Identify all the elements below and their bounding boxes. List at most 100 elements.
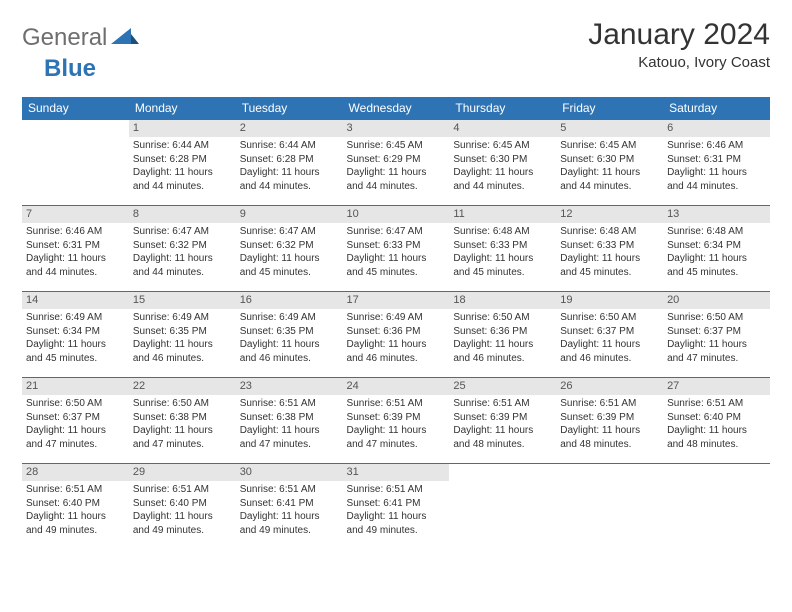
day-details: Sunrise: 6:48 AMSunset: 6:33 PMDaylight:… bbox=[556, 223, 663, 285]
calendar-cell: 20Sunrise: 6:50 AMSunset: 6:37 PMDayligh… bbox=[663, 292, 770, 378]
day-number: 22 bbox=[129, 378, 236, 395]
calendar-cell: 18Sunrise: 6:50 AMSunset: 6:36 PMDayligh… bbox=[449, 292, 556, 378]
calendar-week-row: 14Sunrise: 6:49 AMSunset: 6:34 PMDayligh… bbox=[22, 292, 770, 378]
logo: General bbox=[22, 18, 141, 52]
day-details: Sunrise: 6:51 AMSunset: 6:40 PMDaylight:… bbox=[129, 481, 236, 543]
day-details: Sunrise: 6:46 AMSunset: 6:31 PMDaylight:… bbox=[663, 137, 770, 199]
day-number: 10 bbox=[343, 206, 450, 223]
calendar-cell: 31Sunrise: 6:51 AMSunset: 6:41 PMDayligh… bbox=[343, 464, 450, 550]
calendar-cell: 8Sunrise: 6:47 AMSunset: 6:32 PMDaylight… bbox=[129, 206, 236, 292]
calendar-cell bbox=[663, 464, 770, 550]
day-number: 19 bbox=[556, 292, 663, 309]
day-details: Sunrise: 6:49 AMSunset: 6:35 PMDaylight:… bbox=[129, 309, 236, 371]
day-number: 31 bbox=[343, 464, 450, 481]
day-details: Sunrise: 6:48 AMSunset: 6:34 PMDaylight:… bbox=[663, 223, 770, 285]
calendar-table: Sunday Monday Tuesday Wednesday Thursday… bbox=[22, 97, 770, 550]
calendar-cell: 19Sunrise: 6:50 AMSunset: 6:37 PMDayligh… bbox=[556, 292, 663, 378]
day-details: Sunrise: 6:49 AMSunset: 6:34 PMDaylight:… bbox=[22, 309, 129, 371]
day-details: Sunrise: 6:51 AMSunset: 6:41 PMDaylight:… bbox=[236, 481, 343, 543]
day-details: Sunrise: 6:50 AMSunset: 6:36 PMDaylight:… bbox=[449, 309, 556, 371]
location: Katouo, Ivory Coast bbox=[588, 54, 770, 71]
calendar-cell: 12Sunrise: 6:48 AMSunset: 6:33 PMDayligh… bbox=[556, 206, 663, 292]
calendar-cell: 7Sunrise: 6:46 AMSunset: 6:31 PMDaylight… bbox=[22, 206, 129, 292]
weekday-header: Tuesday bbox=[236, 97, 343, 120]
day-number: 5 bbox=[556, 120, 663, 137]
calendar-cell: 24Sunrise: 6:51 AMSunset: 6:39 PMDayligh… bbox=[343, 378, 450, 464]
logo-icon bbox=[111, 26, 139, 51]
day-number: 20 bbox=[663, 292, 770, 309]
title-block: January 2024 Katouo, Ivory Coast bbox=[588, 18, 770, 71]
calendar-cell: 14Sunrise: 6:49 AMSunset: 6:34 PMDayligh… bbox=[22, 292, 129, 378]
calendar-cell: 3Sunrise: 6:45 AMSunset: 6:29 PMDaylight… bbox=[343, 120, 450, 206]
weekday-header: Thursday bbox=[449, 97, 556, 120]
day-number: 12 bbox=[556, 206, 663, 223]
day-number: 21 bbox=[22, 378, 129, 395]
calendar-cell: 23Sunrise: 6:51 AMSunset: 6:38 PMDayligh… bbox=[236, 378, 343, 464]
day-details: Sunrise: 6:51 AMSunset: 6:38 PMDaylight:… bbox=[236, 395, 343, 457]
calendar-cell: 2Sunrise: 6:44 AMSunset: 6:28 PMDaylight… bbox=[236, 120, 343, 206]
day-details: Sunrise: 6:51 AMSunset: 6:39 PMDaylight:… bbox=[449, 395, 556, 457]
calendar-cell: 26Sunrise: 6:51 AMSunset: 6:39 PMDayligh… bbox=[556, 378, 663, 464]
day-details: Sunrise: 6:45 AMSunset: 6:30 PMDaylight:… bbox=[556, 137, 663, 199]
calendar-cell: 15Sunrise: 6:49 AMSunset: 6:35 PMDayligh… bbox=[129, 292, 236, 378]
day-details: Sunrise: 6:49 AMSunset: 6:35 PMDaylight:… bbox=[236, 309, 343, 371]
calendar-cell: 9Sunrise: 6:47 AMSunset: 6:32 PMDaylight… bbox=[236, 206, 343, 292]
calendar-cell bbox=[22, 120, 129, 206]
day-number: 23 bbox=[236, 378, 343, 395]
day-number: 18 bbox=[449, 292, 556, 309]
calendar-cell: 10Sunrise: 6:47 AMSunset: 6:33 PMDayligh… bbox=[343, 206, 450, 292]
day-details: Sunrise: 6:50 AMSunset: 6:37 PMDaylight:… bbox=[663, 309, 770, 371]
day-number: 6 bbox=[663, 120, 770, 137]
day-number: 9 bbox=[236, 206, 343, 223]
month-title: January 2024 bbox=[588, 18, 770, 52]
calendar-cell: 28Sunrise: 6:51 AMSunset: 6:40 PMDayligh… bbox=[22, 464, 129, 550]
calendar-cell: 5Sunrise: 6:45 AMSunset: 6:30 PMDaylight… bbox=[556, 120, 663, 206]
day-details: Sunrise: 6:50 AMSunset: 6:37 PMDaylight:… bbox=[556, 309, 663, 371]
calendar-cell: 16Sunrise: 6:49 AMSunset: 6:35 PMDayligh… bbox=[236, 292, 343, 378]
day-number: 3 bbox=[343, 120, 450, 137]
weekday-header: Wednesday bbox=[343, 97, 450, 120]
day-number: 24 bbox=[343, 378, 450, 395]
calendar-cell: 29Sunrise: 6:51 AMSunset: 6:40 PMDayligh… bbox=[129, 464, 236, 550]
calendar-cell: 4Sunrise: 6:45 AMSunset: 6:30 PMDaylight… bbox=[449, 120, 556, 206]
day-details: Sunrise: 6:51 AMSunset: 6:39 PMDaylight:… bbox=[556, 395, 663, 457]
day-number: 26 bbox=[556, 378, 663, 395]
calendar-cell: 17Sunrise: 6:49 AMSunset: 6:36 PMDayligh… bbox=[343, 292, 450, 378]
day-details: Sunrise: 6:47 AMSunset: 6:32 PMDaylight:… bbox=[129, 223, 236, 285]
calendar-week-row: 21Sunrise: 6:50 AMSunset: 6:37 PMDayligh… bbox=[22, 378, 770, 464]
weekday-header-row: Sunday Monday Tuesday Wednesday Thursday… bbox=[22, 97, 770, 120]
day-number: 13 bbox=[663, 206, 770, 223]
logo-text-general: General bbox=[22, 24, 107, 51]
day-number: 2 bbox=[236, 120, 343, 137]
day-number: 4 bbox=[449, 120, 556, 137]
weekday-header: Saturday bbox=[663, 97, 770, 120]
calendar-cell: 13Sunrise: 6:48 AMSunset: 6:34 PMDayligh… bbox=[663, 206, 770, 292]
calendar-cell: 1Sunrise: 6:44 AMSunset: 6:28 PMDaylight… bbox=[129, 120, 236, 206]
weekday-header: Friday bbox=[556, 97, 663, 120]
day-details: Sunrise: 6:50 AMSunset: 6:38 PMDaylight:… bbox=[129, 395, 236, 457]
day-number: 17 bbox=[343, 292, 450, 309]
day-details: Sunrise: 6:45 AMSunset: 6:29 PMDaylight:… bbox=[343, 137, 450, 199]
logo-text-blue: Blue bbox=[44, 55, 96, 82]
calendar-cell bbox=[449, 464, 556, 550]
day-number: 8 bbox=[129, 206, 236, 223]
day-details: Sunrise: 6:48 AMSunset: 6:33 PMDaylight:… bbox=[449, 223, 556, 285]
day-details: Sunrise: 6:51 AMSunset: 6:39 PMDaylight:… bbox=[343, 395, 450, 457]
day-number: 1 bbox=[129, 120, 236, 137]
day-number: 28 bbox=[22, 464, 129, 481]
day-details: Sunrise: 6:45 AMSunset: 6:30 PMDaylight:… bbox=[449, 137, 556, 199]
calendar-cell: 21Sunrise: 6:50 AMSunset: 6:37 PMDayligh… bbox=[22, 378, 129, 464]
day-number: 7 bbox=[22, 206, 129, 223]
weekday-header: Monday bbox=[129, 97, 236, 120]
day-details: Sunrise: 6:46 AMSunset: 6:31 PMDaylight:… bbox=[22, 223, 129, 285]
day-details: Sunrise: 6:44 AMSunset: 6:28 PMDaylight:… bbox=[129, 137, 236, 199]
day-number: 16 bbox=[236, 292, 343, 309]
day-number: 14 bbox=[22, 292, 129, 309]
calendar-cell: 6Sunrise: 6:46 AMSunset: 6:31 PMDaylight… bbox=[663, 120, 770, 206]
day-number: 29 bbox=[129, 464, 236, 481]
calendar-week-row: 1Sunrise: 6:44 AMSunset: 6:28 PMDaylight… bbox=[22, 120, 770, 206]
day-number: 27 bbox=[663, 378, 770, 395]
day-number: 25 bbox=[449, 378, 556, 395]
day-details: Sunrise: 6:44 AMSunset: 6:28 PMDaylight:… bbox=[236, 137, 343, 199]
calendar-cell: 11Sunrise: 6:48 AMSunset: 6:33 PMDayligh… bbox=[449, 206, 556, 292]
